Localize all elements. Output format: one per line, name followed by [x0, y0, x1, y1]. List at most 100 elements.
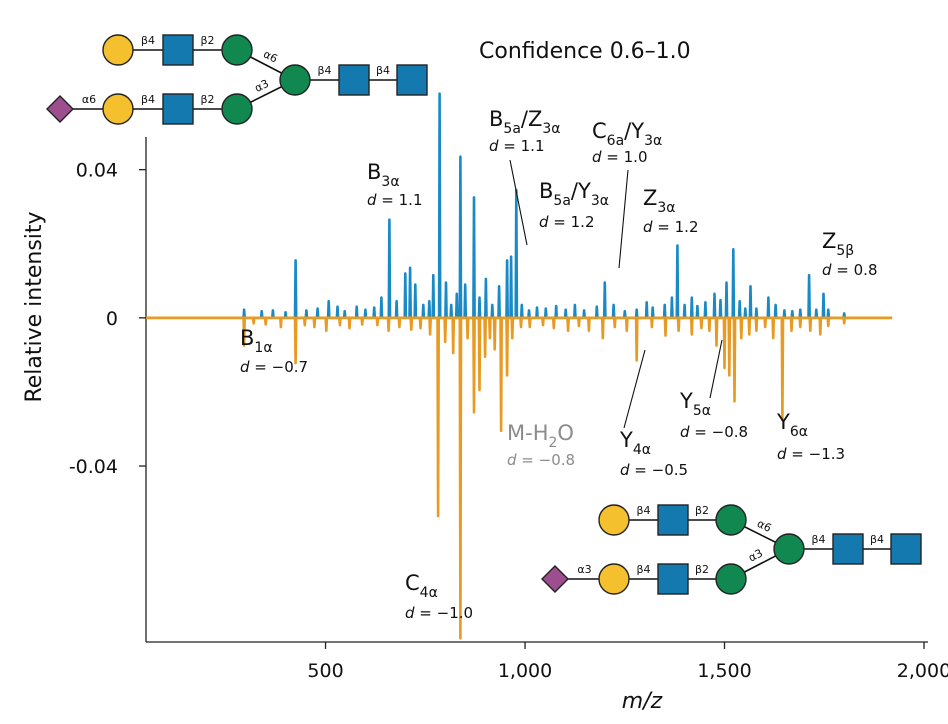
glycan-square-1: [657, 504, 689, 536]
annotation-part: 2: [549, 435, 558, 451]
annotation-d-value: = 1.1: [377, 191, 423, 209]
glycan-diamond-3: [541, 565, 569, 593]
glycan-link-label-3: α3: [577, 563, 591, 576]
glycan-link-label-6: α3: [746, 546, 765, 564]
y-tick-label-0: 0.04: [76, 160, 118, 182]
glycan-link-label-7: β4: [317, 64, 331, 77]
annotation-part: C: [592, 119, 607, 143]
annotation-d-value: = −0.8: [690, 423, 749, 441]
annotation-d-4: d = 1.2: [539, 213, 595, 231]
annotation-d-value: = −0.5: [630, 461, 689, 479]
annotation-d-10: d = −1.3: [777, 445, 845, 463]
glycan-diamond-3: [46, 95, 74, 123]
annotation-part: B: [539, 179, 553, 203]
annotation-6: Z5β d = 0.8: [822, 229, 878, 279]
annotation-part: 3α: [591, 193, 609, 209]
annotation-label-10: Y6α: [776, 410, 808, 440]
annotation-d-symbol: d: [405, 604, 415, 622]
annotation-part: /Y: [571, 179, 591, 203]
glycan-link-label-0: β4: [636, 504, 650, 517]
annotation-part: Y: [679, 389, 693, 413]
annotation-part: 1α: [254, 340, 272, 356]
annotation-part: O: [557, 421, 574, 445]
annotation-part: 4α: [420, 585, 438, 601]
annotation-label-6: Z5β: [822, 229, 854, 259]
annotation-d-symbol: d: [680, 423, 690, 441]
annotation-d-11: d = −1.0: [405, 604, 473, 622]
glycan-circle-4: [102, 93, 134, 125]
annotation-d-6: d = 0.8: [822, 261, 878, 279]
annotation-label-3: C6a/Y3α: [592, 119, 662, 149]
glycan-square-5: [657, 563, 689, 595]
annotation-d-value: = 1.0: [602, 148, 648, 166]
annotation-part: B: [367, 160, 381, 184]
annotation-d-symbol: d: [777, 445, 787, 463]
annotation-d-3: d = 1.0: [592, 148, 648, 166]
glycan-circle-6: [715, 563, 747, 595]
annotation-d-7: d = −0.8: [507, 451, 575, 469]
series-layer: [146, 92, 893, 640]
annotation-d-symbol: d: [592, 148, 602, 166]
annotation-d-1: d = 1.1: [367, 191, 423, 209]
annotation-label-1: B3α: [367, 160, 400, 190]
annotation-leader-2: [509, 159, 528, 246]
annotation-10: Y6α d = −1.3: [776, 410, 845, 463]
series-line-1: [146, 316, 893, 640]
annotation-leader-9: [709, 339, 723, 399]
annotation-part: 6α: [790, 424, 808, 440]
glycan-layer: β4 β2 α6 α6 β4 β2 α3 β4 β4 β4 β2 α6 α3 β4 β2 α3 β4 β4: [46, 34, 922, 595]
x-tick-label-2: 1,500: [697, 660, 751, 682]
annotation-d-9: d = −0.8: [680, 423, 748, 441]
annotation-part: 5a: [553, 193, 571, 209]
x-axis-title: m/z: [622, 689, 663, 714]
annotation-d-value: = 1.1: [499, 137, 545, 155]
glycan-circle-0: [598, 504, 630, 536]
annotation-d-0: d = −0.7: [240, 358, 308, 376]
glycan-circle-7: [773, 533, 805, 565]
annotation-part: B: [240, 326, 254, 350]
glycan-square-8: [338, 64, 370, 96]
x-tick-label-0: 500: [307, 660, 343, 682]
annotation-label-4: B5a/Y3α: [539, 179, 609, 209]
annotation-label-9: Y5α: [679, 389, 711, 419]
annotation-d-value: = 0.8: [832, 261, 878, 279]
annotation-d-symbol: d: [489, 137, 499, 155]
annotation-d-symbol: d: [620, 461, 630, 479]
annotation-leader-8: [623, 349, 646, 429]
annotation-d-value: = 1.2: [549, 213, 595, 231]
annotation-part: 4α: [633, 442, 651, 458]
annotation-part: 5α: [693, 403, 711, 419]
annotation-part: Z: [822, 229, 836, 253]
annotation-part: 3α: [381, 174, 399, 190]
annotation-label-11: C4α: [405, 571, 438, 601]
annotation-part: Y: [619, 428, 633, 452]
annotation-part: /Y: [624, 119, 644, 143]
glycan-circle-2: [715, 504, 747, 536]
annotation-part: Z: [643, 186, 657, 210]
glycan-link-label-1: β2: [200, 34, 214, 47]
annotation-11: C4α d = −1.0: [405, 571, 473, 622]
glycan-link-label-7: β4: [811, 533, 825, 546]
glycan-link-label-0: β4: [141, 34, 155, 47]
annotation-part: 6a: [607, 133, 625, 149]
glycan-circle-2: [221, 34, 253, 66]
chart-title: Confidence 0.6–1.0: [479, 39, 691, 64]
annotation-part: 5a: [503, 121, 521, 137]
annotation-label-2: B5a/Z3α: [489, 107, 561, 137]
glycan-link-label-8: β4: [870, 533, 884, 546]
glycan-link-label-1: β2: [695, 504, 709, 517]
annotation-part: 3α: [657, 200, 675, 216]
annotation-d-value: = −1.0: [415, 604, 474, 622]
y-tick-label-2: -0.04: [69, 456, 118, 478]
glycan-square-9: [890, 533, 922, 565]
annotation-part: 3α: [542, 121, 560, 137]
annotation-part: /Z: [521, 107, 542, 131]
axes: 500 1,000 1,500 2,000 0.04 0 -0.04: [69, 137, 948, 682]
annotation-label-7: M-H2O: [507, 421, 574, 451]
glycan-link-label-4: β4: [636, 563, 650, 576]
